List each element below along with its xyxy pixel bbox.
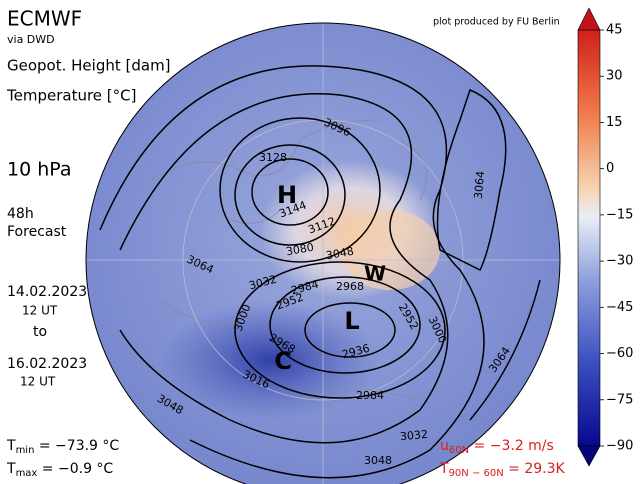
source: via DWD [7,33,55,46]
level: 10 hPa [7,159,72,181]
contour-label: 3048 [364,454,392,467]
model: ECMWF [7,7,82,31]
colorbar-tick-label: −30 [606,254,633,269]
date: 14.02.2023 [7,284,87,300]
map-border [85,22,561,484]
colorbar-tick-label: −60 [606,346,633,361]
field: Temperature [°C] [6,87,136,105]
u60: u60N = −3.2 m/s [440,438,554,456]
colorbar-tick-label: −75 [606,392,633,407]
symbol: u [440,438,449,454]
field: Geopot. Height [dam] [7,57,171,75]
sub: 90N − 60N [449,468,504,479]
contour-label: 3080 [285,241,315,259]
colorbar-tick-label: 45 [606,23,623,38]
value: = −3.2 m/s [469,438,554,454]
to: to [33,324,47,340]
colorbar-tick-label: −90 [606,439,633,454]
colorbar-tick-label: −15 [606,207,633,222]
colorbar-min-arrow [577,445,601,467]
time: 12 UT [22,304,58,318]
center-label: L [344,307,359,335]
center-label: W [364,262,386,286]
symbol: T [6,438,16,454]
symbol: T [6,461,16,477]
colorbar [577,29,601,447]
colorbar-tick-label: 15 [606,115,623,130]
sub: min [16,445,35,456]
value: = −0.9 °C [37,461,113,477]
sub: max [16,468,38,479]
contour-label: 2984 [356,389,384,402]
sub: 60N [449,445,469,456]
contour-label: 2968 [336,280,364,293]
credit: plot produced by FU Berlin [433,17,560,28]
map-disk [86,23,560,484]
symbol: T [439,461,449,477]
contour-label: 3128 [259,151,287,164]
lead: 48h [7,206,34,222]
tmax: Tmax = −0.9 °C [6,461,113,479]
colorbar-tick-label: −45 [606,300,633,315]
time: 12 UT [20,375,56,389]
value: = −73.9 °C [34,438,119,454]
date: 16.02.2023 [7,356,87,372]
contour-label: 3048 [325,245,355,263]
t9060: T90N − 60N = 29.3K [439,461,566,479]
colorbar-max-arrow [577,7,601,31]
contour-label: 3032 [399,428,428,443]
contour-label: 3064 [472,170,487,199]
colorbar-tick-label: 0 [606,161,614,176]
tmin: Tmin = −73.9 °C [6,438,119,456]
kind: Forecast [7,224,67,240]
center-label: H [277,181,297,209]
center-label: C [274,347,292,375]
colorbar-tick-label: 30 [606,69,623,84]
value: = 29.3K [504,461,566,477]
